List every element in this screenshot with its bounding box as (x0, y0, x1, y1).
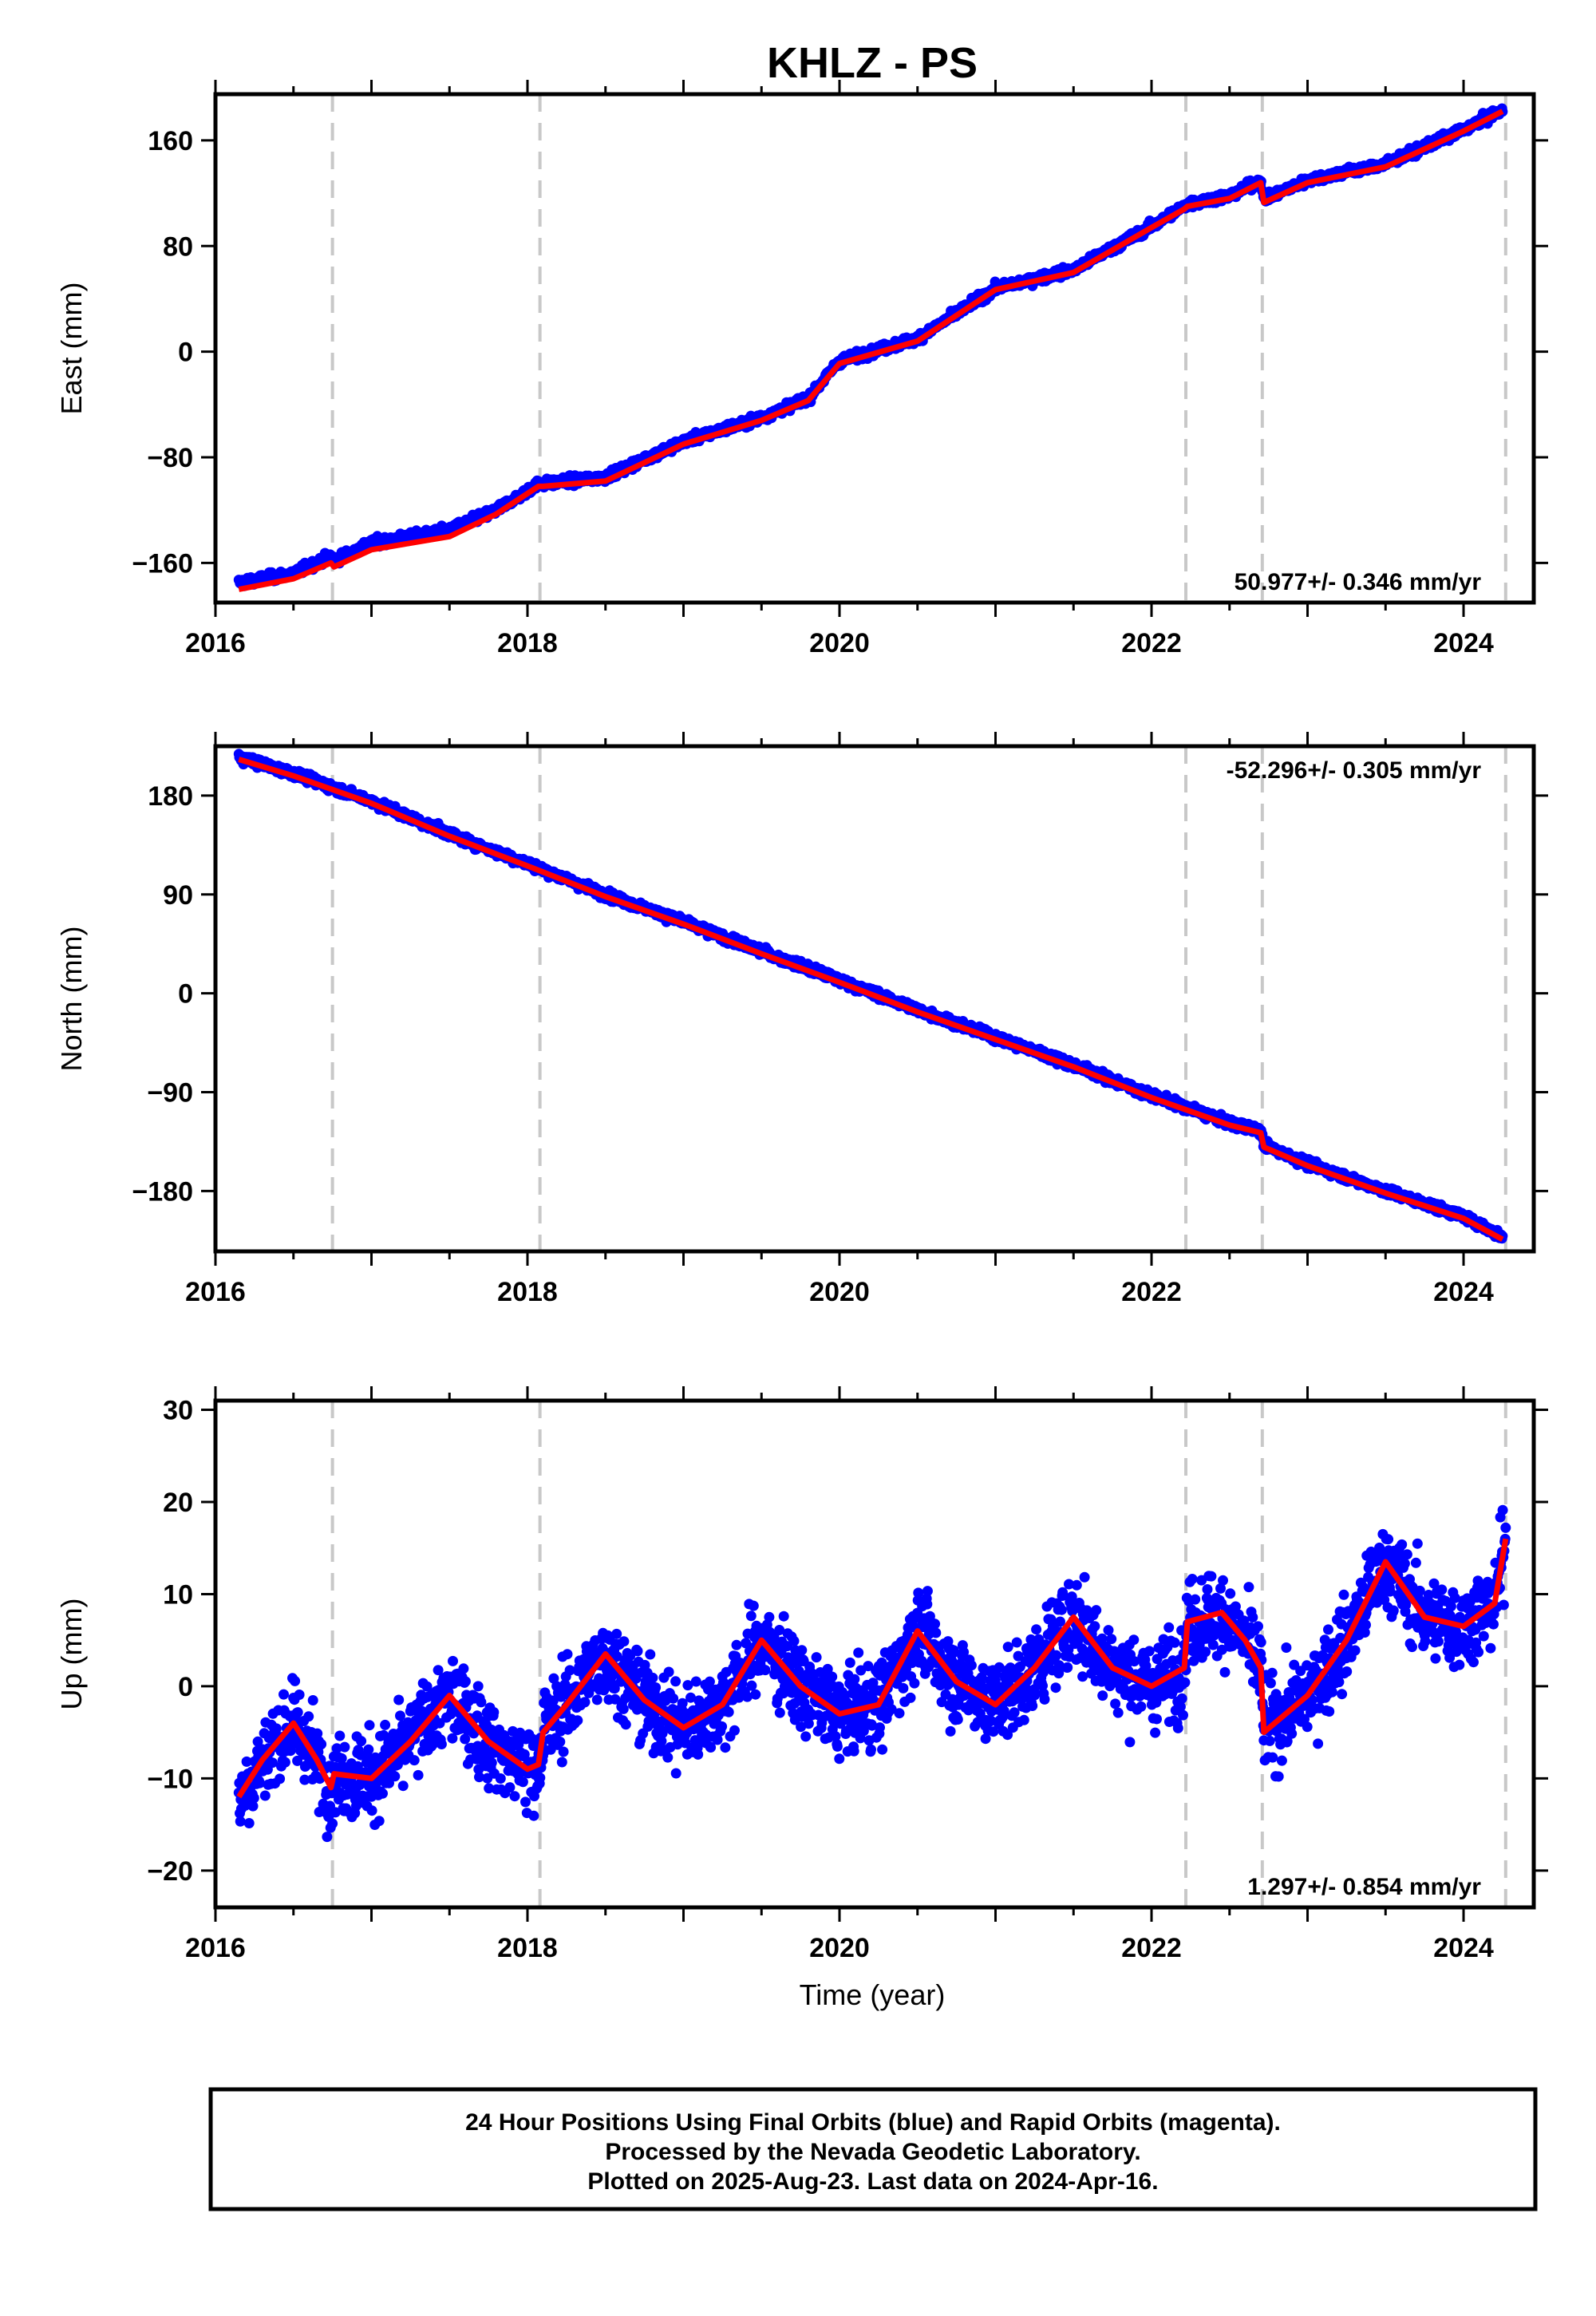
data-point (460, 1733, 471, 1745)
x-tick-label: 2016 (185, 628, 246, 658)
y-tick-label: 90 (163, 880, 193, 911)
rate-label: -52.296+/- 0.305 mm/yr (1227, 757, 1482, 784)
data-point (486, 1757, 497, 1769)
data-point (384, 1777, 394, 1788)
data-point (275, 1773, 286, 1784)
data-point (241, 1756, 252, 1767)
data-point (495, 1773, 506, 1784)
data-point (377, 1788, 388, 1799)
data-point (436, 1739, 447, 1749)
y-tick-label: 0 (178, 338, 193, 368)
model-line (238, 757, 1504, 1242)
data-point (322, 1832, 333, 1843)
data-point (316, 1739, 327, 1749)
x-tick-label: 2024 (1433, 628, 1494, 658)
y-tick-label: −180 (132, 1176, 193, 1207)
data-point (287, 1738, 298, 1749)
y-tick-label: 80 (163, 231, 193, 262)
x-tick-label: 2024 (1433, 1277, 1494, 1307)
data-point (460, 1676, 471, 1687)
y-tick-label: −90 (147, 1077, 193, 1108)
data-point (252, 1736, 263, 1747)
x-tick-label: 2018 (497, 628, 558, 658)
data-point (279, 1757, 290, 1768)
x-tick-label: 2020 (809, 1277, 870, 1307)
data-point (294, 1690, 305, 1700)
data-point (472, 1681, 484, 1692)
rate-label: 50.977+/- 0.346 mm/yr (1235, 569, 1482, 595)
data-point (247, 1800, 259, 1812)
data-point (395, 1710, 405, 1721)
data-point (243, 1818, 255, 1828)
data-point (447, 1733, 458, 1744)
plot-area (233, 94, 1508, 603)
data-point (397, 1780, 409, 1792)
data-point (488, 1707, 500, 1717)
data-point (235, 1816, 246, 1827)
data-point (255, 1777, 266, 1788)
plot-frame (213, 92, 1536, 605)
plot-area (233, 746, 1508, 1251)
data-point (373, 1816, 385, 1827)
y-tick-label: 0 (178, 979, 193, 1010)
data-point (334, 1730, 346, 1741)
data-point (330, 1807, 341, 1818)
data-point (393, 1694, 405, 1705)
data-point (476, 1697, 487, 1708)
plot-area (233, 1401, 1511, 1907)
data-point (433, 1665, 444, 1676)
data-point (474, 1772, 484, 1783)
plot-frame (213, 744, 1536, 1254)
x-tick-label: 2020 (809, 628, 870, 658)
data-point (458, 1663, 469, 1674)
data-point (327, 1818, 338, 1829)
y-tick-label: −160 (132, 548, 193, 579)
data-point (363, 1744, 374, 1755)
data-point (389, 1771, 401, 1782)
y-tick-label: −80 (147, 443, 193, 473)
data-point (434, 1717, 445, 1729)
data-point (409, 1755, 420, 1766)
data-point (448, 1655, 458, 1666)
data-point (259, 1790, 271, 1801)
model-line (238, 109, 1504, 592)
data-point (356, 1736, 367, 1747)
data-point (366, 1805, 377, 1816)
data-point (413, 1769, 424, 1780)
data-point (271, 1723, 282, 1734)
data-point (336, 1753, 347, 1764)
data-point (364, 1720, 375, 1731)
data-point (421, 1681, 433, 1692)
data-point (312, 1728, 323, 1739)
panel-2: 2016 2018 2020 2022 2024 −180 −90 0 90 180 North (… (55, 732, 1548, 1307)
y-axis-label: North (mm) (55, 927, 88, 1072)
data-point (290, 1675, 301, 1686)
data-point (339, 1741, 350, 1753)
data-point (267, 1757, 278, 1769)
data-point (380, 1719, 391, 1730)
x-tick-label: 2022 (1121, 1277, 1182, 1307)
data-point (292, 1707, 303, 1718)
panel-1: 2016 2018 2020 2022 2024 −160 −80 0 80 160 East (m… (55, 80, 1548, 658)
chart-title: KHLZ - PS (767, 39, 978, 87)
x-tick-label: 2022 (1121, 628, 1182, 658)
data-point (484, 1783, 495, 1794)
x-tick-label: 2016 (185, 1277, 246, 1307)
y-tick-label: 160 (148, 126, 193, 156)
data-point (378, 1729, 389, 1741)
data-point (307, 1695, 318, 1705)
panels: 2016 2018 2020 2022 2024 −160 −80 0 80 160 East (m… (55, 80, 1548, 1963)
data-point (279, 1689, 289, 1700)
data-point (331, 1743, 342, 1754)
data-point (299, 1774, 310, 1785)
data-point (248, 1792, 259, 1804)
x-tick-label: 2018 (497, 1277, 558, 1307)
y-tick-label: 180 (148, 781, 193, 812)
data-point (303, 1711, 314, 1722)
final-orbit-points (233, 1504, 1511, 1843)
y-axis-label: East (mm) (55, 283, 88, 415)
final-orbit-points (233, 103, 1508, 591)
